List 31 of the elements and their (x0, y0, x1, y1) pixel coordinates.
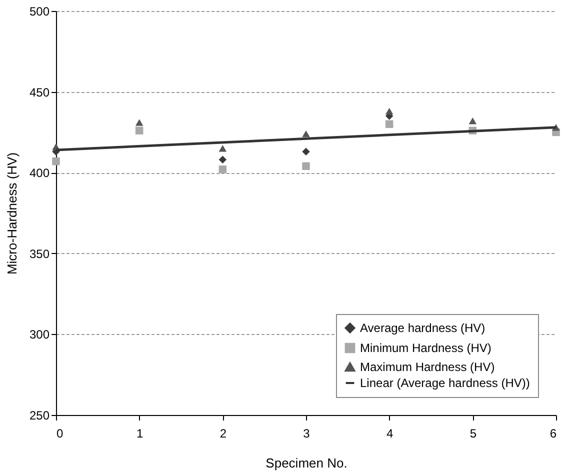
y-tick-label: 500 (29, 4, 50, 18)
legend-label: Minimum Hardness (HV) (360, 341, 492, 355)
x-tick-label: 3 (303, 426, 310, 440)
legend-label: Maximum Hardness (HV) (360, 360, 495, 374)
y-tick-label: 250 (29, 408, 50, 422)
x-tick-label: 1 (136, 426, 144, 440)
point (52, 157, 60, 166)
x-tick-label: 0 (56, 426, 64, 440)
point (385, 108, 394, 115)
legend-label: Average hardness (HV) (360, 321, 486, 335)
point (302, 148, 310, 156)
point (218, 165, 227, 174)
y-tick-label: 450 (29, 85, 50, 100)
x-axis-title: Specimen No. (266, 456, 348, 470)
point (302, 162, 310, 170)
x-tick-label: 2 (220, 426, 227, 440)
y-axis-title: Micro-Hardness (HV) (4, 152, 20, 275)
x-tick-label: 6 (550, 426, 557, 440)
x-tick-label: 4 (386, 426, 394, 440)
point (135, 126, 144, 134)
y-tick-label: 400 (29, 166, 50, 180)
point (218, 156, 227, 164)
point (218, 145, 227, 152)
x-tick-label: 5 (470, 426, 477, 440)
y-tick-label: 350 (29, 246, 50, 261)
y-tick-label: 300 (29, 328, 50, 342)
point (135, 119, 144, 126)
point (385, 120, 394, 128)
legend-label: Linear (Average hardness (HV)) (360, 376, 530, 390)
point (302, 130, 310, 138)
point (468, 118, 477, 124)
